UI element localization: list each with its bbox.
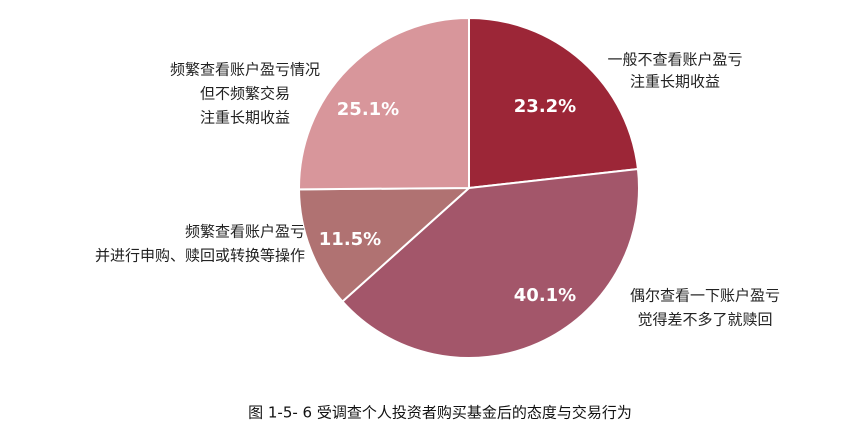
chart-title: 图 1-5- 6 受调查个人投资者购买基金后的态度与交易行为	[248, 404, 632, 422]
value-label: 40.1%	[514, 285, 576, 306]
pie-slice	[468, 16, 640, 190]
pie-slice	[298, 16, 470, 191]
category-label: 觉得差不多了就赎回	[637, 311, 772, 329]
value-label: 23.2%	[514, 96, 576, 117]
value-label: 11.5%	[319, 229, 381, 250]
category-label: 偶尔查看一下账户盈亏	[630, 287, 780, 305]
category-label: 频繁查看账户盈亏	[185, 223, 305, 241]
category-label: 但不频繁交易	[200, 85, 290, 103]
category-label: 一般不查看账户盈亏	[607, 51, 742, 69]
category-label: 频繁查看账户盈亏情况	[170, 61, 320, 79]
pie-slice	[341, 167, 640, 359]
category-label: 注重长期收益	[630, 73, 720, 91]
category-label: 注重长期收益	[200, 109, 290, 127]
pie-slice	[297, 186, 472, 303]
category-label: 并进行申购、赎回或转换等操作	[95, 247, 305, 265]
value-label: 25.1%	[337, 99, 399, 120]
